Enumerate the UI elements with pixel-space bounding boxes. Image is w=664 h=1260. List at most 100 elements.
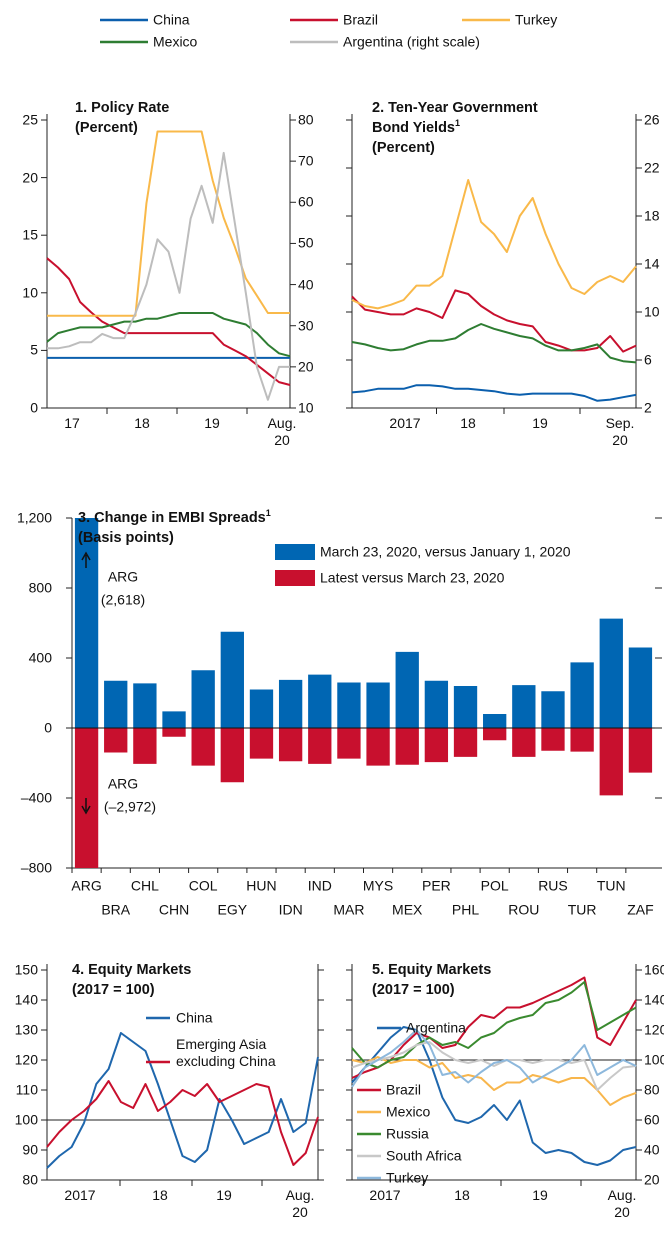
- series-line: [351, 1056, 637, 1106]
- series-line: [47, 151, 290, 401]
- x-tick-label: 18: [152, 1187, 168, 1203]
- bar: [483, 728, 507, 741]
- x-tick-label: MAR: [333, 901, 365, 918]
- x-tick-label: HUN: [246, 877, 277, 894]
- y-tick-label: 110: [15, 1081, 38, 1098]
- legend-label: Latest versus March 23, 2020: [320, 569, 505, 586]
- x-tick-label: ARG: [71, 877, 102, 894]
- x-tick-label: EGY: [217, 901, 248, 918]
- legend-label: March 23, 2020, versus January 1, 2020: [320, 543, 571, 560]
- y-tick-label: 150: [14, 961, 38, 978]
- y-tick-label: 120: [14, 1051, 38, 1068]
- series-line: [351, 1029, 637, 1088]
- y-tick-label: 5: [30, 341, 38, 358]
- series-line: [351, 981, 637, 1069]
- y-tick-label: 10: [22, 284, 38, 301]
- bar: [366, 728, 390, 766]
- bar: [308, 674, 332, 728]
- title-footnote: 1: [455, 118, 461, 129]
- x-tick-label: 2017: [64, 1187, 96, 1203]
- y-tick-label: 20: [22, 169, 38, 186]
- bar: [599, 728, 623, 796]
- bar: [541, 728, 565, 751]
- bar: [599, 618, 623, 728]
- y-tick-label: –400: [20, 789, 52, 806]
- x-tick-label: 18: [454, 1187, 470, 1203]
- y-tick-label: 15: [22, 226, 38, 243]
- y-tick-label: 26: [644, 111, 660, 128]
- y2-tick-label: 10: [298, 399, 314, 416]
- bar: [133, 728, 157, 764]
- legend-label: South Africa: [386, 1147, 462, 1164]
- x-tick-label: MEX: [392, 901, 423, 918]
- y-tick-label: 100: [644, 1051, 664, 1068]
- y-tick-label: 90: [22, 1141, 38, 1158]
- y-tick-label: 40: [644, 1141, 660, 1158]
- series-line: [46, 312, 291, 358]
- bar: [395, 651, 419, 728]
- annotation: ARG: [107, 775, 139, 792]
- x-tick-label: MYS: [362, 877, 394, 894]
- x-tick-label: POL: [480, 877, 509, 894]
- x-tick-label: 19: [532, 415, 548, 431]
- series-line: [46, 1032, 319, 1169]
- bar: [541, 691, 565, 728]
- y-tick-label: 60: [644, 1111, 660, 1128]
- title-block: 2. Ten-Year Government Bond Yields1 (Perc…: [372, 98, 562, 158]
- y-tick-label: 1,200: [16, 509, 52, 526]
- y-tick-label: 22: [644, 159, 660, 176]
- x-tick-label: Aug. 20: [285, 1187, 315, 1220]
- chart-title: 1. Policy Rate: [75, 100, 170, 116]
- bar: [162, 711, 186, 728]
- bar: [453, 728, 478, 757]
- series-line: [351, 323, 637, 364]
- bar: [191, 670, 215, 728]
- y-tick-label: 2: [644, 399, 652, 416]
- legend-label: Russia: [386, 1125, 429, 1142]
- y2-tick-label: 50: [298, 234, 314, 251]
- legend-label: Brazil: [343, 11, 379, 28]
- bar: [483, 714, 507, 728]
- title-block: 3. Change in EMBI Spreads1 (Basis points): [78, 508, 338, 548]
- bar: [453, 686, 478, 728]
- bar: [104, 728, 128, 753]
- bar: [133, 683, 157, 728]
- y-tick-label: 0: [30, 399, 38, 416]
- bar: [278, 679, 303, 728]
- legend-label: Turkey: [515, 11, 558, 28]
- x-tick-label: Sep. 20: [605, 415, 635, 448]
- bar: [570, 662, 594, 728]
- y-tick-label: 800: [28, 579, 52, 596]
- x-tick-label: CHN: [158, 901, 190, 918]
- x-tick-label: 18: [134, 415, 150, 431]
- chart-title: 4. Equity Markets: [72, 962, 192, 978]
- value-label: (–2,972): [103, 798, 157, 815]
- legend-swatch: [275, 570, 315, 586]
- series-line: [351, 1041, 637, 1091]
- series-line: [351, 289, 637, 353]
- y2-tick-label: 40: [298, 276, 314, 293]
- bar: [308, 728, 332, 764]
- legend-label: Turkey: [386, 1169, 429, 1186]
- chart-subtitle: (2017 = 100): [72, 982, 155, 998]
- bar: [162, 728, 186, 737]
- legend-label: Argentina (right scale): [343, 33, 480, 50]
- series-line: [47, 130, 290, 317]
- bar: [395, 728, 419, 765]
- title-block: 4. Equity Markets (2017 = 100): [72, 960, 272, 1000]
- legend-label: Argentina: [406, 1019, 466, 1036]
- legend-swatch: [275, 544, 315, 560]
- y-tick-label: 14: [644, 255, 660, 272]
- bar: [249, 689, 274, 728]
- bar: [220, 728, 244, 783]
- annotation: ARG: [107, 568, 139, 585]
- y2-tick-label: 30: [298, 317, 314, 334]
- x-tick-label: ZAF: [627, 901, 654, 918]
- x-tick-label: 19: [532, 1187, 548, 1203]
- x-tick-label: TUR: [567, 901, 597, 918]
- chart-title: 2. Ten-Year Government Bond Yields: [372, 100, 538, 136]
- x-tick-label: CHL: [130, 877, 159, 894]
- series-line: [46, 1080, 319, 1166]
- y2-tick-label: 20: [298, 358, 314, 375]
- y2-tick-label: 80: [298, 111, 314, 128]
